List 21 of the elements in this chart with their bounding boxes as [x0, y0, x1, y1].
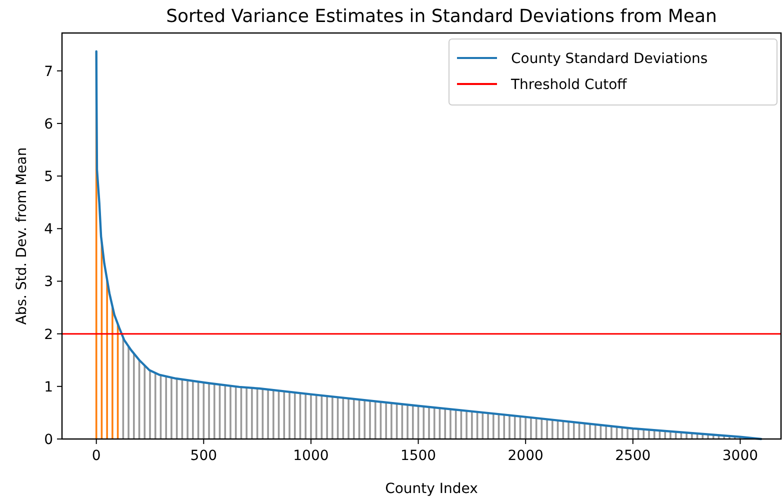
y-tick-label: 1	[44, 379, 53, 396]
x-tick-label: 3000	[722, 448, 758, 464]
y-tick-label: 0	[44, 432, 53, 448]
y-tick-label: 5	[44, 169, 53, 186]
y-tick-label: 7	[44, 64, 53, 80]
x-tick-label: 2000	[508, 448, 544, 464]
x-axis-title: County Index	[385, 481, 478, 497]
legend-label: Threshold Cutoff	[510, 77, 628, 93]
line-series	[95, 50, 762, 440]
x-tick-label: 1000	[293, 448, 329, 464]
y-tick-label: 2	[44, 326, 53, 343]
y-tick-label: 3	[44, 274, 53, 290]
x-tick-label: 1500	[400, 448, 436, 464]
x-tick-label: 2500	[615, 448, 651, 464]
y-tick-label: 4	[44, 222, 54, 238]
x-tick-label: 0	[92, 448, 101, 464]
y-axis-title: Abs. Std. Dev. from Mean	[14, 147, 30, 325]
chart-title: Sorted Variance Estimates in Standard Deviations from Mean	[166, 6, 717, 27]
legend-label: County Standard Deviations	[511, 51, 708, 67]
x-tick-label: 500	[190, 448, 218, 464]
y-tick-label: 6	[44, 116, 54, 132]
